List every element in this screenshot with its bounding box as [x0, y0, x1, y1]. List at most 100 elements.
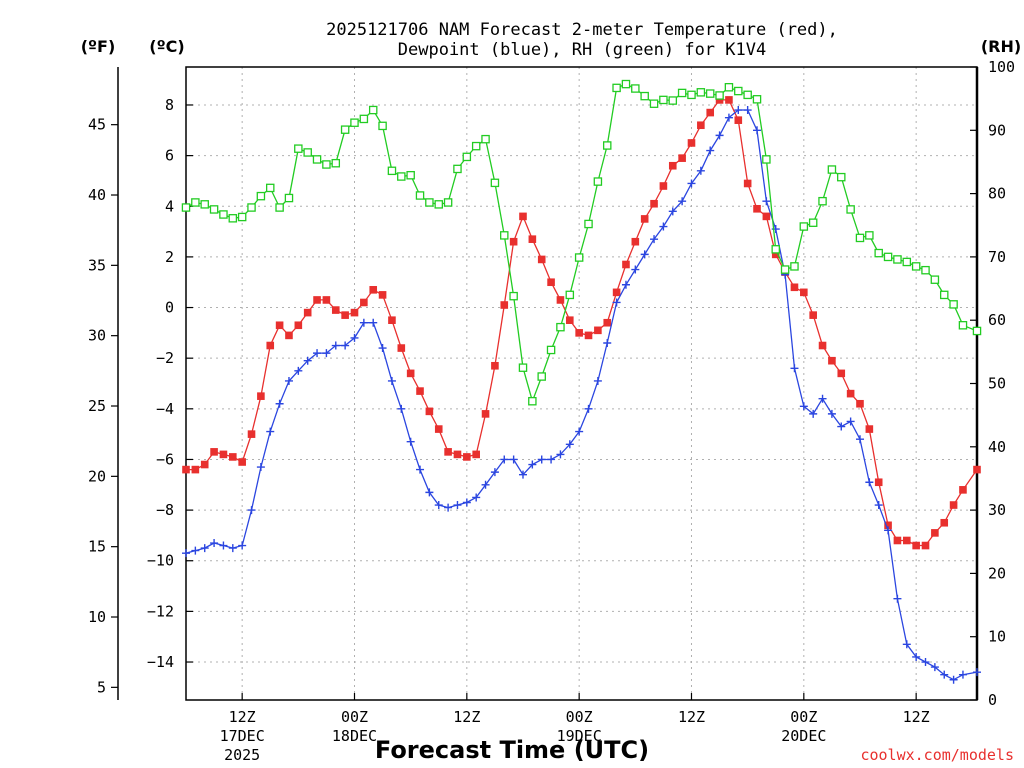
dewpoint-point [210, 539, 219, 548]
rh-point [808, 218, 818, 227]
rh-point [406, 170, 415, 180]
dewpoint-point [472, 493, 481, 502]
2-meter-temperature-point [743, 179, 752, 188]
rh-tick-label: 0 [988, 691, 997, 709]
celsius-tick-label: 4 [165, 197, 174, 215]
rh-point [621, 79, 631, 89]
axes [185, 66, 979, 701]
fahrenheit-axis: 45 40 35 30 25 20 15 10 5 [88, 67, 119, 700]
rh-point [865, 231, 874, 240]
dewpoint-point [537, 455, 546, 464]
date-label: 19DEC [557, 727, 602, 745]
fahrenheit-unit-label: (ºF) [81, 37, 116, 56]
rh-point [930, 275, 940, 284]
source-credit[interactable]: coolwx.com/models [860, 746, 1014, 764]
dewpoint-point [575, 427, 584, 436]
rh-point [883, 252, 893, 262]
rh-point [228, 214, 238, 223]
dewpoint-point [378, 344, 387, 353]
dewpoint-point [893, 594, 902, 603]
dewpoint-point [500, 455, 509, 464]
dewpoint-point [837, 422, 846, 431]
2-meter-temperature-point [846, 389, 855, 398]
rh-tick-label: 20 [988, 564, 1006, 582]
rh-point [911, 262, 921, 271]
dewpoint-point [612, 298, 621, 307]
rh-tick-label: 10 [988, 628, 1006, 646]
celsius-tick-label: 6 [165, 147, 174, 165]
2-meter-temperature-point [865, 425, 874, 433]
2-meter-temperature-point [472, 450, 480, 459]
2-meter-temperature-point [931, 529, 939, 537]
dewpoint-point [884, 526, 893, 535]
fahrenheit-tick-label: 15 [88, 538, 106, 556]
dewpoint-point [565, 440, 574, 449]
dewpoint-point [743, 106, 752, 115]
celsius-tick-label: 8 [165, 96, 174, 114]
time-tick-label: 00Z [790, 708, 817, 726]
dewpoint-point [827, 409, 836, 418]
rh-point [659, 95, 668, 105]
dewpoint-point [556, 450, 565, 459]
2-meter-temperature-point [650, 199, 658, 208]
dewpoint-point [481, 480, 490, 489]
2-meter-temperature-point [341, 311, 349, 319]
rh-point [687, 90, 696, 100]
rh-point [387, 166, 397, 176]
chart-title-line-2: Dewpoint (blue), RH (green) for K1V4 [398, 40, 766, 60]
2-meter-temperature-point [668, 161, 677, 170]
year-label: 2025 [224, 746, 260, 764]
rh-point [855, 233, 865, 243]
2-meter-temperature-point [397, 344, 406, 352]
rh-point [528, 396, 537, 406]
2-meter-temperature-point [528, 235, 537, 243]
rh-point [715, 91, 724, 100]
2-meter-temperature-point [706, 108, 715, 117]
celsius-unit-label: (ºC) [149, 37, 184, 56]
rh-point [518, 363, 528, 372]
rh-tick-label: 40 [988, 438, 1006, 456]
rh-unit-label: (RH) [981, 37, 1021, 56]
rh-point [275, 203, 284, 212]
2-meter-temperature-point [388, 316, 396, 324]
dewpoint-point [603, 338, 612, 347]
rh-point [972, 326, 982, 336]
rh-point [340, 125, 350, 134]
rh-point [378, 121, 387, 131]
dewpoint-point [949, 675, 958, 684]
rh-tick-label: 30 [988, 501, 1006, 519]
2-meter-temperature-point [687, 139, 696, 147]
rh-point [921, 265, 930, 275]
dewpoint-point [256, 463, 265, 472]
2-meter-temperature-point [940, 518, 949, 527]
dewpoint-point [238, 541, 247, 550]
rh-point [500, 231, 509, 240]
dewpoint-point [509, 455, 518, 464]
rh-point [939, 290, 949, 300]
time-tick-label: 12Z [678, 708, 705, 726]
2-meter-temperature-point [828, 356, 836, 365]
dewpoint-point [322, 349, 331, 358]
rh-point [593, 177, 603, 186]
dewpoint-point [518, 470, 527, 479]
2-meter-temperature-point [509, 237, 518, 246]
2-meter-temperature-point [837, 369, 846, 378]
2-meter-temperature-point [406, 369, 415, 378]
rh-point [837, 172, 846, 182]
chart-title-line-1: 2025121706 NAM Forecast 2-meter Temperat… [326, 20, 838, 40]
2-meter-temperature-point [463, 453, 471, 461]
rh-point [331, 158, 341, 168]
rh-point [453, 164, 462, 174]
rh-point [902, 257, 912, 267]
dewpoint-point [855, 435, 864, 444]
dewpoint-point [762, 197, 771, 206]
dewpoint-point [462, 498, 471, 507]
x-axis-title: Forecast Time (UTC) [375, 736, 649, 764]
rh-tick-label: 50 [988, 375, 1006, 393]
rh-point [584, 219, 593, 229]
dewpoint-point [724, 113, 733, 122]
rh-point [443, 198, 453, 207]
rh-point [294, 144, 303, 153]
dewpoint-point [528, 460, 537, 469]
2-meter-temperature-point [809, 311, 817, 319]
